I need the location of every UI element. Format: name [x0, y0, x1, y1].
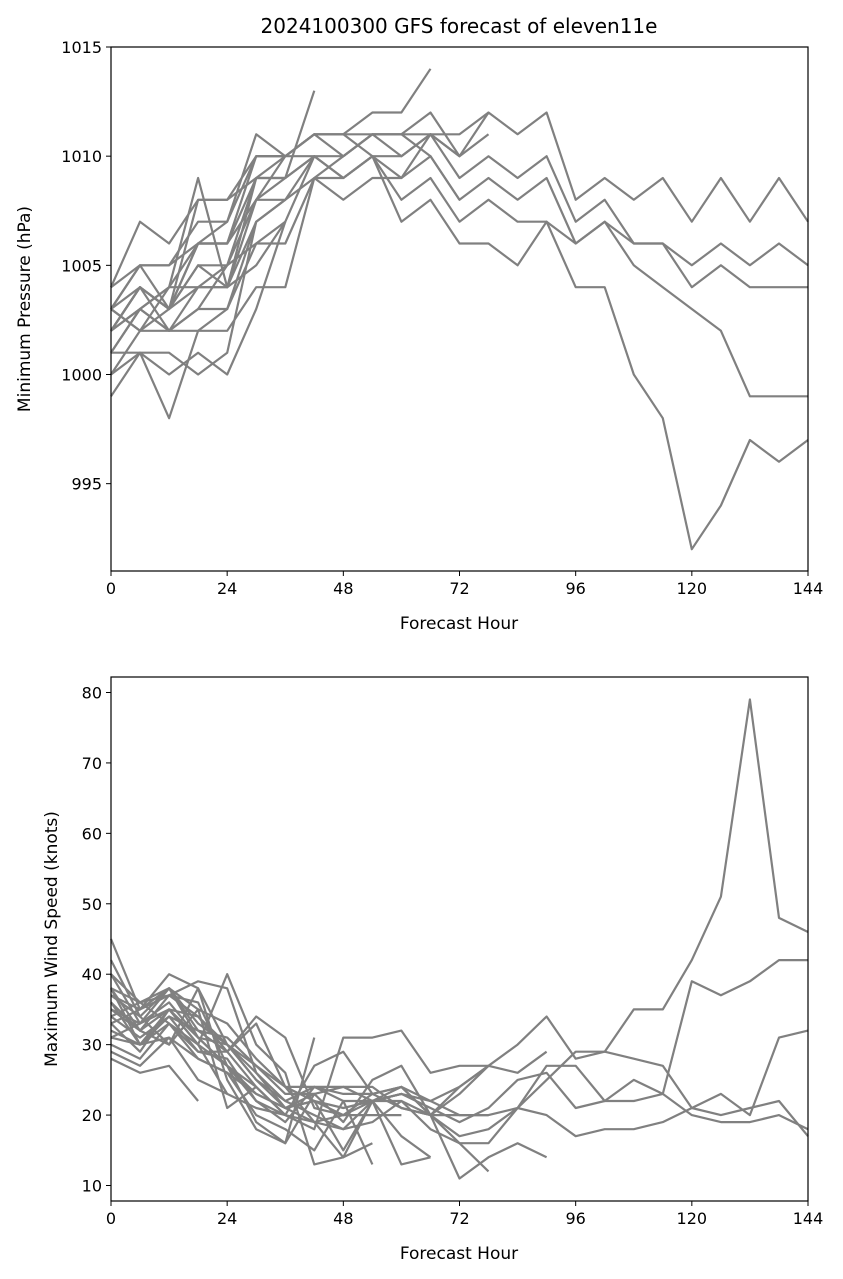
pressure-series-line-17 — [110, 177, 258, 311]
wind-series-line-23 — [110, 1036, 228, 1095]
pressure-x-tick-label: 144 — [793, 579, 824, 598]
wind-y-tick-label: 40 — [82, 965, 102, 984]
pressure-y-tick-label: 1010 — [61, 147, 102, 166]
wind-y-tick-label: 50 — [82, 895, 102, 914]
wind-x-tick-label: 144 — [793, 1209, 824, 1228]
pressure-series-line-8 — [110, 133, 490, 311]
wind-y-tick-label: 30 — [82, 1036, 102, 1055]
pressure-y-tick-label: 1015 — [61, 38, 102, 57]
wind-series-line-15 — [110, 994, 432, 1159]
chart-title: 2024100300 GFS forecast of eleven11e — [261, 14, 658, 38]
pressure-y-tick-label: 1005 — [61, 256, 102, 275]
pressure-series-line-6 — [110, 133, 461, 420]
pressure-panel: Forecast Hour Minimum Pressure (hPa) 0 24… — [15, 38, 823, 634]
wind-series-line-16 — [110, 973, 373, 1166]
pressure-ticks-group: 0 24 48 72 96 120 144 995 1000 1005 1010 1015 — [61, 38, 823, 598]
pressure-series-line-19 — [110, 221, 287, 376]
wind-series-line-19 — [110, 987, 316, 1145]
wind-series-group — [109, 698, 809, 1180]
wind-series-line-13 — [110, 1015, 402, 1117]
wind-y-tick-label: 80 — [82, 683, 102, 702]
pressure-y-axis-label: Minimum Pressure (hPa) — [15, 206, 35, 412]
wind-x-tick-label: 24 — [217, 1209, 237, 1228]
pressure-y-tick-label: 995 — [71, 475, 102, 494]
pressure-x-tick-label: 96 — [565, 579, 585, 598]
wind-x-tick-label: 48 — [333, 1209, 353, 1228]
pressure-y-tick-label: 1000 — [61, 366, 102, 385]
wind-plot-frame — [110, 676, 809, 1202]
wind-y-tick-label: 70 — [82, 754, 102, 773]
wind-ticks-group: 0 24 48 72 96 120 144 10 20 30 40 50 60 70 80 — [82, 683, 824, 1228]
pressure-series-line-11 — [110, 90, 316, 332]
pressure-x-axis-label: Forecast Hour — [400, 614, 518, 634]
wind-x-tick-label: 72 — [449, 1209, 469, 1228]
wind-x-tick-label: 120 — [677, 1209, 708, 1228]
wind-panel: Forecast Hour Maximum Wind Speed (knots)… — [42, 676, 824, 1264]
wind-series-line-20 — [110, 1008, 286, 1117]
wind-series-line-22 — [110, 1057, 199, 1102]
pressure-x-tick-label: 72 — [449, 579, 469, 598]
pressure-series-line-13 — [110, 155, 316, 354]
pressure-x-tick-label: 120 — [677, 579, 708, 598]
wind-series-line-6 — [110, 987, 548, 1117]
pressure-series-line-5 — [110, 155, 809, 551]
wind-x-tick-label: 96 — [565, 1209, 585, 1228]
pressure-plot-frame — [110, 46, 809, 572]
pressure-x-tick-label: 0 — [106, 579, 116, 598]
wind-series-line-5 — [110, 1001, 809, 1138]
wind-y-tick-label: 10 — [82, 1177, 102, 1196]
wind-y-tick-label: 60 — [82, 824, 102, 843]
wind-series-line-2 — [110, 958, 808, 1124]
wind-series-line-3 — [110, 698, 809, 1131]
pressure-x-tick-label: 24 — [217, 579, 237, 598]
wind-y-tick-label: 20 — [82, 1106, 102, 1125]
wind-x-axis-label: Forecast Hour — [400, 1244, 518, 1264]
wind-y-axis-label: Maximum Wind Speed (knots) — [42, 811, 62, 1067]
wind-series-line-21 — [110, 994, 257, 1110]
pressure-series-group — [109, 68, 809, 551]
wind-x-tick-label: 0 — [106, 1209, 116, 1228]
pressure-x-tick-label: 48 — [333, 579, 353, 598]
